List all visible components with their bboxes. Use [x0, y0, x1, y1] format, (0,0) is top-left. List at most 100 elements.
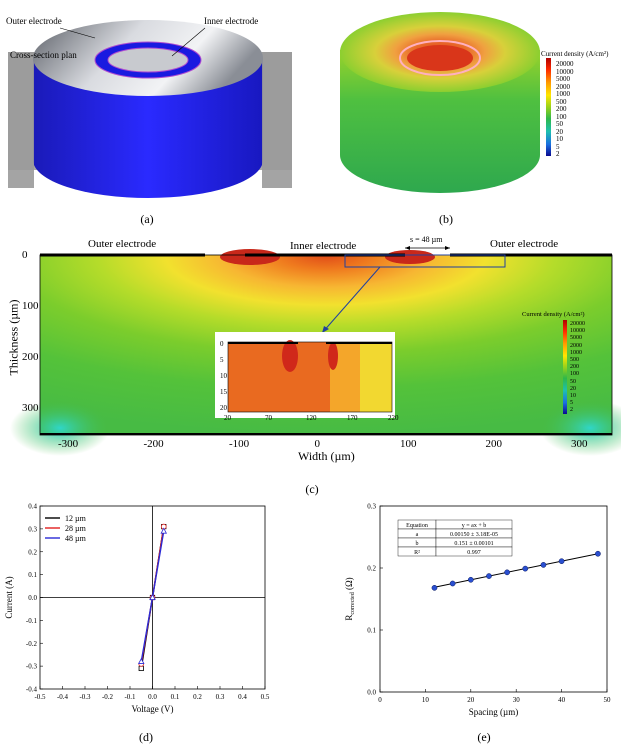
caption-d: (d) — [139, 730, 153, 744]
legend-tick-c: 2000 — [570, 342, 582, 349]
spacing-label: s = 48 µm — [410, 235, 443, 244]
inset-x-tick: 220 — [388, 414, 399, 422]
legend-tick-b: 10000 — [556, 67, 574, 76]
x-tick-c: -300 — [58, 438, 79, 450]
fit-table-value: 0.997 — [467, 550, 481, 556]
y-tick-label: 0.1 — [28, 571, 37, 579]
plot-frame — [379, 505, 608, 693]
y-tick-c: 0 — [22, 249, 28, 261]
legend-label: 12 µm — [65, 514, 87, 523]
y-tick-label: -0.2 — [26, 640, 38, 648]
x-tick-c: -200 — [143, 438, 164, 450]
x-tick-label: 20 — [467, 696, 475, 704]
data-point — [449, 580, 456, 587]
xlabel-c: Width (µm) — [298, 449, 355, 463]
fit-table-value: y = ax + b — [462, 523, 486, 529]
legend-tick-b: 50 — [556, 120, 563, 128]
legend-tick-c: 2 — [570, 407, 573, 414]
y-tick-label: 0.4 — [28, 503, 37, 511]
data-point — [137, 657, 145, 664]
x-tick-c: 100 — [400, 438, 417, 450]
y-tick-label: 0.2 — [28, 548, 37, 556]
y-tick-c: 100 — [22, 300, 39, 312]
legend-tick-c: 20000 — [570, 321, 585, 327]
legend-title-b: Current density (A/cm²) — [541, 50, 609, 58]
x-tick-label: 50 — [604, 696, 612, 704]
legend-tick-c: 50 — [570, 378, 576, 385]
resistance-chart: 0 10 20 30 40 50 0.0 0.1 0.2 0.3 Spacing (µm) Rcorr… — [344, 503, 612, 718]
x-tick-label: -0.2 — [102, 693, 114, 701]
legend-tick-c: 1000 — [570, 349, 582, 356]
ylabel-c: Thickness (µm) — [6, 299, 21, 376]
y-axis-label: Rcorrected (Ω) — [344, 577, 356, 620]
y-tick-label: -0.1 — [26, 617, 38, 625]
x-tick-label: -0.3 — [79, 693, 91, 701]
cross-section-plane-left — [8, 52, 34, 188]
y-tick-label: 0.3 — [28, 525, 37, 533]
inset-y-tick: 5 — [220, 356, 224, 364]
x-tick-label: 0.4 — [238, 693, 247, 701]
y-tick-label: -0.3 — [26, 663, 38, 671]
fit-table-cell — [435, 546, 513, 557]
data-point — [504, 569, 510, 576]
legend-tick-b: 2000 — [556, 82, 570, 91]
fit-table-key: b — [416, 541, 419, 547]
x-tick-label: 0.3 — [216, 693, 225, 701]
data-point — [138, 665, 144, 672]
x-tick-label: -0.5 — [34, 693, 46, 701]
cylinder-side — [33, 58, 263, 198]
outer-electrode-label-a: Outer electrode — [6, 16, 62, 26]
legend-tick-b: 10 — [556, 135, 563, 143]
caption-e: (e) — [477, 730, 491, 744]
legend-tick-c: 20 — [570, 385, 576, 392]
data-point — [160, 527, 168, 534]
data-point — [522, 565, 529, 572]
x-tick-label: -0.1 — [124, 693, 136, 701]
x-axis-label: Spacing (µm) — [469, 707, 518, 717]
legend-tick-b: 2 — [556, 150, 560, 158]
legend-title-c: Current density (A/cm²) — [522, 311, 585, 318]
inset-y-tick: 20 — [220, 404, 227, 412]
data-point — [558, 558, 565, 565]
data-point — [595, 550, 601, 557]
y-tick-label: 0.3 — [367, 503, 376, 511]
y-axis-label: Current (A) — [4, 576, 14, 618]
x-tick-c: -100 — [229, 438, 250, 450]
x-tick-label: 0 — [378, 696, 382, 704]
data-point — [149, 593, 156, 600]
legend-tick-b: 20000 — [556, 60, 574, 68]
cross-section-plane-right — [262, 52, 292, 188]
legend-tick-c: 100 — [570, 371, 579, 378]
legend-tick-b: 500 — [556, 97, 567, 106]
y-tick-c: 200 — [22, 351, 39, 363]
outer-electrode-right-label: Outer electrode — [490, 238, 559, 250]
caption-b: (b) — [439, 212, 453, 226]
iv-chart: -0.5 -0.4 -0.3 -0.2 -0.1 0.0 0.1 0.2 0.3 0.4 0.5-0… — [4, 503, 270, 715]
legend-label: 28 µm — [65, 524, 87, 533]
y-tick-c: 300 — [22, 402, 39, 414]
cross-section-label: Cross-section plan — [10, 50, 77, 60]
panel-b-figure — [340, 12, 551, 193]
legend-tick-b: 100 — [556, 112, 567, 121]
x-axis-label: Voltage (V) — [131, 704, 173, 714]
legend-label: 48 µm — [65, 534, 87, 543]
x-tick-c: 200 — [485, 438, 503, 450]
x-tick-label: 0.1 — [171, 693, 180, 701]
data-point — [486, 573, 492, 579]
legend-tick-b: 200 — [556, 105, 567, 113]
legend-tick-c: 10 — [570, 393, 576, 399]
data-point — [431, 584, 438, 591]
x-tick-label: 0.2 — [193, 693, 202, 701]
inset-y-tick: 10 — [220, 372, 227, 380]
panel-c-figure — [10, 246, 621, 456]
legend-tick-b: 5000 — [556, 75, 570, 83]
colorbar-c — [563, 320, 567, 414]
data-point — [467, 576, 474, 583]
y-tick-label: 0.2 — [367, 565, 376, 573]
legend-tick-b: 5 — [556, 142, 560, 151]
inset-x-tick: 20 — [224, 414, 231, 422]
outer-electrode-left-label: Outer electrode — [88, 238, 157, 250]
y-tick-label: 0.0 — [367, 689, 376, 697]
legend-tick-c: 5 — [570, 400, 573, 407]
y-tick-label: 0.0 — [28, 594, 37, 602]
